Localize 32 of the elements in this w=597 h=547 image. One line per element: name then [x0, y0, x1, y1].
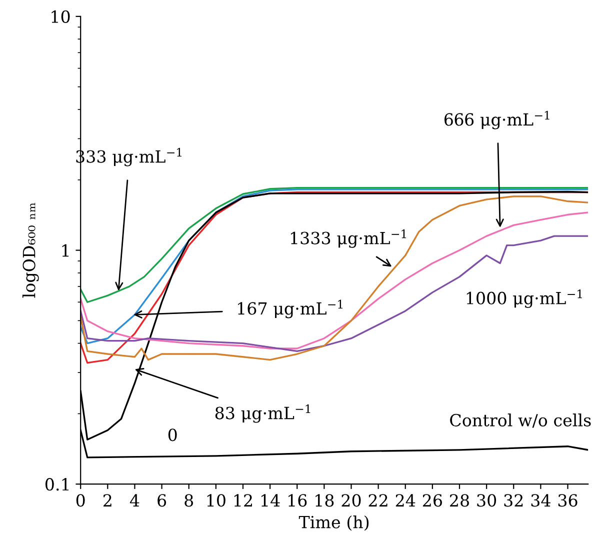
x-tick-label: 28	[450, 494, 469, 507]
x-tick-label: 34	[531, 494, 550, 507]
x-tick-label: 30	[477, 494, 496, 507]
y-tick-label: 0.1	[45, 478, 69, 491]
x-tick-label: 8	[184, 494, 194, 507]
y-tick-label: 1	[62, 244, 69, 257]
x-tick-label: 0	[76, 494, 85, 507]
x-tick-label: 32	[504, 494, 523, 507]
x-tick-label: 16	[288, 494, 307, 507]
annotation: 0	[168, 428, 177, 442]
annotation: 1000 μg·mL$^{−1}$	[466, 289, 582, 308]
annotation: 666 μg·mL$^{−1}$	[444, 110, 550, 130]
x-tick-label: 36	[558, 494, 578, 507]
y-axis-title: logOD₆₀₀ ₙₘ	[22, 202, 39, 298]
x-tick-label: 10	[207, 494, 226, 507]
annotation: 83 μg·mL$^{−1}$	[215, 404, 310, 423]
x-tick-label: 2	[103, 494, 112, 506]
line-series	[80, 212, 588, 350]
x-tick-label: 14	[261, 494, 280, 506]
x-tick-label: 6	[158, 494, 166, 507]
y-tick-label: 10	[52, 10, 70, 23]
x-tick-label: 24	[396, 494, 416, 506]
x-axis-title: Time (h)	[298, 516, 369, 531]
x-tick-label: 26	[422, 494, 442, 507]
annotation: 1333 μg·mL$^{−1}$	[290, 229, 406, 248]
x-tick-label: 4	[130, 494, 140, 506]
annotation: 167 μg·mL$^{−1}$	[238, 300, 342, 318]
x-tick-label: 22	[368, 494, 388, 506]
annotation: Control w/o cells	[450, 414, 591, 428]
x-tick-label: 20	[342, 494, 361, 507]
x-tick-label: 12	[234, 494, 252, 506]
x-tick-label: 18	[316, 494, 334, 507]
